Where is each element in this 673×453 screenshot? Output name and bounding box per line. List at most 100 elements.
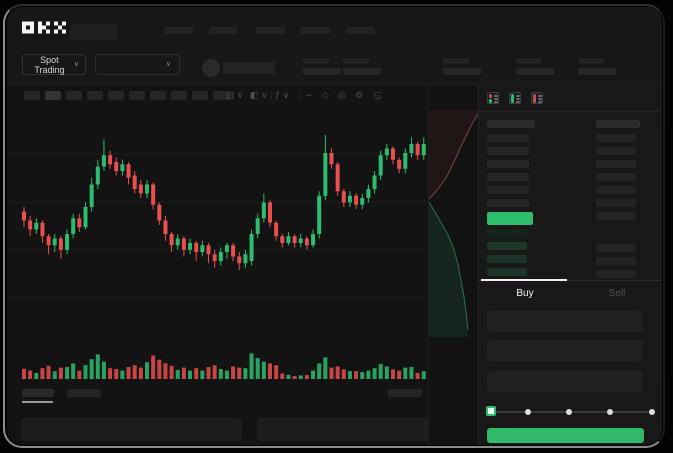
orderbook-layout-all-icon[interactable] — [487, 92, 499, 104]
candle-body — [34, 222, 39, 230]
candle-body — [298, 238, 303, 243]
orderbook-layout-asks-icon[interactable] — [531, 92, 543, 104]
tab-buy[interactable]: Buy — [479, 280, 571, 306]
ask-row-placeholder[interactable] — [487, 147, 529, 155]
timeframe-chip[interactable] — [66, 91, 82, 100]
candle-body — [157, 204, 162, 221]
slider-stop-dot[interactable] — [525, 409, 531, 415]
nav-item-placeholder[interactable] — [346, 27, 375, 34]
stat-value-placeholder — [303, 68, 341, 75]
timeframe-chip[interactable] — [129, 91, 145, 100]
sell-tab-label: Sell — [608, 287, 626, 299]
app-window: Spot Trading ∨ ∨ ▥ ∨ ◧ ∨ | ƒ ∨ | ∼ ◇ ◎ ⚙ ◱ — [7, 7, 662, 445]
buy-tab-label: Buy — [516, 287, 534, 299]
overlay-dropdown[interactable]: ◧ ∨ — [250, 90, 268, 100]
volume-bar — [163, 363, 168, 379]
fullscreen-icon[interactable]: ◱ — [373, 90, 382, 100]
coin-icon — [202, 59, 220, 77]
volume-bar — [89, 359, 94, 379]
slider-stop-dot[interactable] — [607, 409, 613, 415]
toolbar-divider: | — [270, 90, 273, 100]
history-tab-placeholder[interactable] — [67, 389, 101, 397]
bid-row-placeholder[interactable] — [487, 242, 527, 250]
nav-item-placeholder[interactable] — [209, 27, 237, 34]
volume-bar — [46, 365, 51, 379]
candle-body — [101, 155, 106, 167]
candlestick-chart[interactable] — [7, 110, 428, 386]
volume-bar — [101, 361, 106, 379]
panel-action-placeholder[interactable] — [388, 389, 422, 397]
candle-body — [224, 245, 229, 252]
candle-body — [120, 164, 125, 171]
timeframe-chip[interactable] — [213, 91, 229, 100]
timeframe-chip[interactable] — [108, 91, 124, 100]
slider-stop-dot[interactable] — [649, 409, 655, 415]
candle-body — [181, 238, 186, 250]
draw-icon[interactable]: ◇ — [322, 90, 329, 100]
timeframe-chip[interactable] — [171, 91, 187, 100]
bid-row-placeholder[interactable] — [487, 268, 527, 276]
market-depth-chart[interactable] — [429, 110, 479, 337]
last-price-bar[interactable] — [487, 212, 533, 225]
trendline-icon[interactable]: ∼ — [305, 90, 313, 100]
ask-row-placeholder[interactable] — [487, 199, 529, 207]
amount-field-placeholder[interactable] — [487, 340, 643, 361]
pair-selector-dropdown[interactable]: ∨ — [95, 54, 180, 75]
candle-body — [28, 220, 33, 230]
nav-item-placeholder[interactable] — [256, 27, 285, 34]
volume-bar — [145, 362, 149, 379]
candle-body — [403, 153, 408, 169]
volume-bar — [218, 369, 223, 379]
depth-bids-line — [429, 201, 469, 331]
volume-bar — [120, 370, 125, 379]
snapshot-icon[interactable]: ◎ — [338, 90, 346, 100]
settings-icon[interactable]: ⚙ — [355, 90, 364, 100]
slider-stop-dot[interactable] — [566, 409, 572, 415]
nav-search-placeholder[interactable] — [70, 24, 118, 40]
market-type-dropdown[interactable]: Spot Trading ∨ — [22, 54, 86, 75]
orders-tab-placeholder[interactable] — [22, 389, 54, 397]
buy-submit-button[interactable] — [487, 428, 644, 443]
volume-bar — [286, 374, 291, 379]
volume-bar — [95, 354, 100, 379]
pair-name-placeholder[interactable] — [223, 62, 275, 74]
candle-body — [22, 211, 26, 221]
candle-body — [40, 222, 45, 237]
okx-logo-icon[interactable] — [22, 21, 66, 34]
price-field-placeholder[interactable] — [487, 311, 643, 332]
nav-item-placeholder[interactable] — [164, 27, 193, 34]
ask-row-placeholder[interactable] — [487, 160, 529, 168]
ask-row-placeholder[interactable] — [487, 134, 529, 142]
volume-bar — [200, 370, 205, 379]
bid-row-placeholder[interactable] — [487, 255, 527, 263]
orderbook-header-placeholder — [487, 120, 535, 128]
stat-label-placeholder — [303, 58, 329, 64]
ask-amount-placeholder — [596, 186, 636, 194]
total-field-placeholder[interactable] — [487, 371, 643, 392]
volume-bar — [83, 365, 88, 379]
ask-row-placeholder[interactable] — [487, 173, 529, 181]
candle-body — [311, 234, 316, 246]
candle-body — [372, 175, 377, 189]
timeframe-chip[interactable] — [150, 91, 166, 100]
volume-bar — [138, 367, 143, 379]
timeframe-chip[interactable] — [45, 91, 61, 100]
timeframe-chip[interactable] — [24, 91, 40, 100]
candle-body — [163, 220, 168, 234]
nav-item-placeholder[interactable] — [300, 27, 330, 34]
volume-bar — [347, 371, 352, 379]
timeframe-chip[interactable] — [192, 91, 208, 100]
indicators-dropdown[interactable]: ƒ ∨ — [275, 90, 290, 100]
ask-row-placeholder[interactable] — [487, 186, 529, 194]
timeframe-chip[interactable] — [87, 91, 103, 100]
candle-body — [243, 254, 248, 264]
slider-handle[interactable] — [486, 406, 496, 416]
candle-body — [384, 148, 389, 156]
candle-body — [360, 198, 365, 205]
bid-row-placeholder[interactable] — [487, 229, 527, 237]
tab-sell[interactable]: Sell — [571, 280, 662, 306]
chart-style-dropdown[interactable]: ▥ ∨ — [226, 90, 244, 100]
orderbook-layout-bids-icon[interactable] — [509, 92, 521, 104]
volume-bar — [360, 372, 365, 379]
volume-bar — [378, 364, 383, 379]
